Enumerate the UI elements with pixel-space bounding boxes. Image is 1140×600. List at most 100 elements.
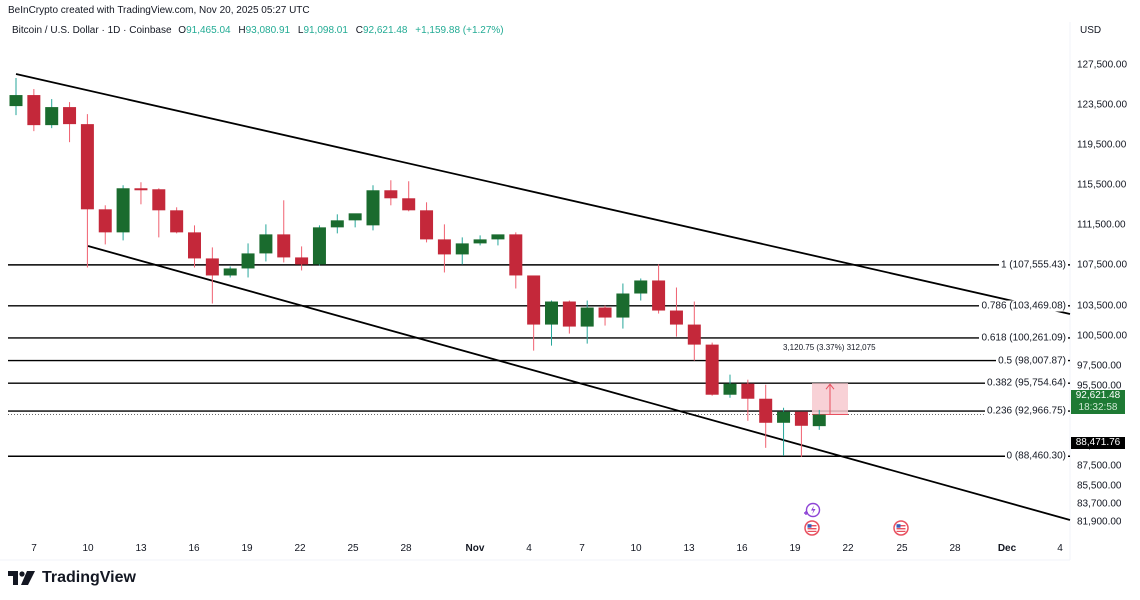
candle[interactable] xyxy=(223,266,237,278)
candle[interactable] xyxy=(420,202,434,243)
candle[interactable] xyxy=(330,214,344,234)
fib-level-label: 0.618 (100,261.09) xyxy=(979,332,1068,344)
candle[interactable] xyxy=(616,283,630,329)
current-price-badge: 92,621.48 18:32:58 xyxy=(1071,390,1125,414)
open-label: O xyxy=(178,25,187,36)
candle[interactable] xyxy=(366,185,380,231)
price-tick: 83,700.00 xyxy=(1077,498,1122,510)
candle[interactable] xyxy=(741,379,755,421)
time-tick: 28 xyxy=(949,543,961,554)
candle[interactable] xyxy=(580,300,594,344)
change-value: +1,159.88 (+1.27%) xyxy=(415,25,504,36)
price-tick: 119,500.00 xyxy=(1077,139,1127,151)
candle[interactable] xyxy=(777,407,791,456)
time-tick: Dec xyxy=(997,543,1017,554)
candle[interactable] xyxy=(312,225,326,266)
us-flag-event-icon[interactable] xyxy=(893,520,909,541)
candle[interactable] xyxy=(669,287,683,337)
lightning-event-icon[interactable] xyxy=(802,501,822,524)
tradingview-logo-icon xyxy=(8,571,35,585)
time-tick: 10 xyxy=(82,543,94,554)
candle[interactable] xyxy=(295,246,309,271)
candle[interactable] xyxy=(491,234,505,246)
fib-level-label: 0.5 (98,007.87) xyxy=(996,355,1068,367)
low-value: 91,098.01 xyxy=(303,25,348,36)
tradingview-logo[interactable]: TradingView xyxy=(8,569,136,587)
candle[interactable] xyxy=(402,181,416,212)
candle[interactable] xyxy=(437,224,451,273)
candle[interactable] xyxy=(598,305,612,326)
channel-lower-trendline xyxy=(87,245,1071,521)
candle[interactable] xyxy=(509,232,523,289)
price-tick: 87,500.00 xyxy=(1077,460,1122,472)
time-tick: 25 xyxy=(347,543,359,554)
candle[interactable] xyxy=(188,225,201,268)
time-tick: 7 xyxy=(579,543,585,554)
candle[interactable] xyxy=(562,300,576,334)
candle[interactable] xyxy=(9,78,23,116)
candle[interactable] xyxy=(277,200,291,263)
time-tick: 13 xyxy=(135,543,147,554)
time-tick: 22 xyxy=(842,543,854,554)
time-tick: 22 xyxy=(294,543,306,554)
price-tick: 111,500.00 xyxy=(1077,219,1126,231)
symbol-name[interactable]: Bitcoin / U.S. Dollar · 1D · Coinbase xyxy=(12,25,172,36)
candle[interactable] xyxy=(134,182,148,205)
candle[interactable] xyxy=(759,384,773,448)
low-label: L xyxy=(297,25,304,36)
candle[interactable] xyxy=(259,224,273,262)
candle[interactable] xyxy=(384,180,398,206)
candle[interactable] xyxy=(473,235,487,246)
measure-label: 3,120.75 (3.37%) 312,075 xyxy=(783,343,876,352)
price-tick: 81,900.00 xyxy=(1077,516,1122,528)
measure-arrow-head xyxy=(825,383,835,390)
candle[interactable] xyxy=(27,89,41,132)
time-tick: 7 xyxy=(31,543,37,554)
time-tick: 25 xyxy=(896,543,908,554)
countdown-value: 18:32:58 xyxy=(1078,402,1118,413)
currency-label[interactable]: USD xyxy=(1080,25,1102,36)
channel-upper-trendline xyxy=(15,73,1071,315)
candle[interactable] xyxy=(241,243,255,278)
candle[interactable] xyxy=(152,188,166,238)
candle[interactable] xyxy=(455,237,469,265)
candle[interactable] xyxy=(80,114,94,268)
chart-caption: BeInCrypto created with TradingView.com,… xyxy=(8,5,310,16)
candle[interactable] xyxy=(98,205,112,245)
us-flag-event-icon[interactable] xyxy=(804,520,820,541)
price-tick: 85,500.00 xyxy=(1077,480,1122,492)
candle[interactable] xyxy=(723,374,737,398)
time-tick: 19 xyxy=(789,543,801,554)
candle[interactable] xyxy=(527,275,541,351)
symbol-legend: Bitcoin / U.S. Dollar · 1D · Coinbase O 9… xyxy=(12,25,504,36)
candle[interactable] xyxy=(45,99,59,129)
candle[interactable] xyxy=(705,342,719,396)
fib-level-label: 0.786 (103,469.08) xyxy=(979,300,1068,312)
candle[interactable] xyxy=(794,411,808,457)
candle[interactable] xyxy=(652,264,666,314)
candle[interactable] xyxy=(348,213,362,228)
high-value: 93,080.91 xyxy=(245,25,291,36)
candle[interactable] xyxy=(116,185,130,241)
candle[interactable] xyxy=(634,278,648,301)
price-tick: 107,500.00 xyxy=(1077,259,1128,271)
candle[interactable] xyxy=(812,409,826,430)
time-tick: 28 xyxy=(400,543,412,554)
candle[interactable] xyxy=(687,301,701,361)
fib-level-label: 0.236 (92,966.75) xyxy=(985,405,1068,417)
time-tick: 16 xyxy=(188,543,200,554)
time-tick: 4 xyxy=(526,543,532,554)
candle[interactable] xyxy=(545,300,558,346)
fib-zero-price-badge: 88,471.76 xyxy=(1071,437,1125,449)
price-tick: 100,500.00 xyxy=(1077,330,1128,342)
brand-name: TradingView xyxy=(42,569,136,586)
time-tick: Nov xyxy=(465,543,485,554)
fib-level-label: 0.382 (95,754.64) xyxy=(985,377,1068,389)
fib-level-label: 0 (88,460.30) xyxy=(1004,450,1068,462)
candle[interactable] xyxy=(170,207,184,234)
candle[interactable] xyxy=(63,102,77,143)
candle[interactable] xyxy=(205,247,219,304)
price-tick: 127,500.00 xyxy=(1077,59,1128,71)
